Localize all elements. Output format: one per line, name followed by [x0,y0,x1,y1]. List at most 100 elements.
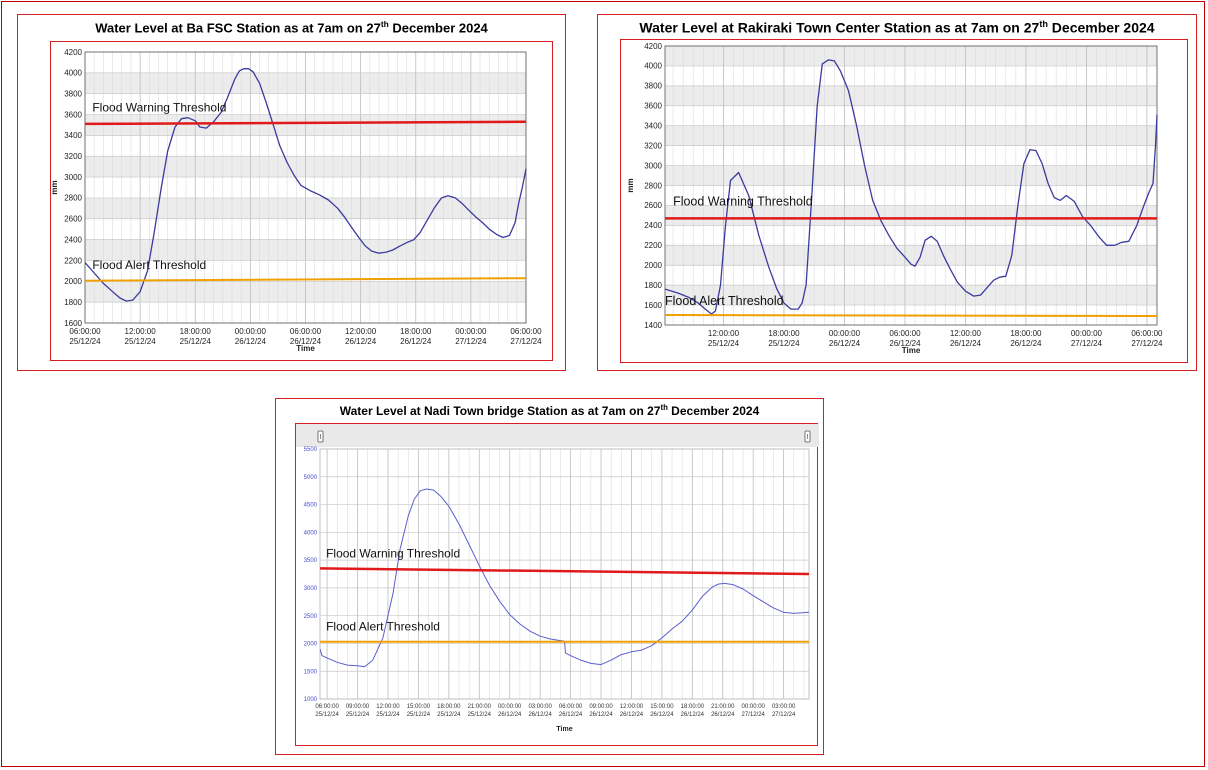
x-tick-label-time: 00:00:00 [455,327,487,336]
y-tick-label: 2600 [644,201,662,210]
line-chart-rakiraki: 1400 1600 1800 2000 2200 2400 2600 2800 3000 3200… [626,42,1163,355]
y-tick-label: 1600 [644,301,662,310]
y-tick-label: 2000 [644,261,662,270]
x-tick-label-time: 12:00:00 [620,704,644,710]
y-axis-label: mm [626,178,635,192]
x-tick-label-time: 03:00:00 [772,704,796,710]
title-superscript: th [1039,19,1048,29]
chart-panel-nadi: Water Level at Nadi Town bridge Station … [275,398,824,755]
flood-warning-threshold-line [320,567,810,576]
x-tick-label-date: 27/12/24 [455,337,487,346]
x-tick-label-time: 12:00:00 [345,327,377,336]
x-tick-label-time: 00:00:00 [498,704,522,710]
x-tick-label-date: 26/12/24 [889,339,921,348]
x-tick-label-time: 15:00:00 [650,704,674,710]
x-tick-label-time: 00:00:00 [1071,329,1103,338]
line-chart-nadi: 1000 1500 2000 2500 3000 3500 4000 4500 5000 5500… [296,424,819,733]
x-axis-label: Time [296,344,315,353]
x-tick-label-time: 15:00:00 [407,704,431,710]
y-tick-label: 5000 [304,475,318,481]
x-tick-label-date: 26/12/24 [681,712,705,718]
title-date: December 2024 [667,404,760,418]
x-tick-label-date: 25/12/24 [468,712,492,718]
y-tick-label: 2000 [304,642,318,648]
x-tick-label-time: 18:00:00 [437,704,461,710]
flood-alert-threshold-line [665,314,1158,317]
y-tick-label: 4500 [304,503,318,509]
y-tick-label: 1000 [304,697,318,703]
x-tick-label-date: 26/12/24 [528,712,552,718]
x-tick-label-time: 12:00:00 [950,329,982,338]
y-axis-label: mm [50,180,59,194]
y-tick-label: 1400 [644,321,662,330]
plot-area-border [84,51,527,324]
grid-band [665,46,1157,66]
y-tick-label: 3000 [304,586,318,592]
title-superscript: th [660,403,668,412]
title-superscript: th [380,19,389,29]
flood-alert-threshold-label: Flood Alert Threshold [326,620,440,634]
y-tick-label: 1600 [64,319,82,328]
x-tick-label-time: 09:00:00 [589,704,613,710]
x-tick-label-time: 06:00:00 [315,704,339,710]
x-tick-label-date: 26/12/24 [1010,339,1042,348]
x-tick-label-time: 18:00:00 [1010,329,1042,338]
y-tick-label: 3600 [644,102,662,111]
x-axis-label: Time [556,726,572,733]
x-tick-label-date: 25/12/24 [407,712,431,718]
plot-frame-nadi: 1000 1500 2000 2500 3000 3500 4000 4500 5000 5500… [295,423,819,746]
x-tick-label-date: 27/12/24 [510,337,542,346]
flood-alert-threshold-label: Flood Alert Threshold [665,294,784,308]
x-tick-label-time: 06:00:00 [69,327,101,336]
y-tick-label: 3600 [64,110,82,119]
x-tick-label-time: 03:00:00 [528,704,552,710]
x-tick-label-date: 27/12/24 [1131,339,1163,348]
x-tick-label-time: 06:00:00 [290,327,322,336]
y-tick-label: 2400 [64,235,82,244]
x-tick-label-date: 26/12/24 [829,339,861,348]
x-tick-label-time: 18:00:00 [681,704,705,710]
flood-warning-threshold-line [85,120,527,126]
grid-band [665,165,1157,186]
flood-warning-threshold-label: Flood Warning Threshold [326,546,460,560]
y-tick-label: 1500 [304,669,318,675]
x-tick-label-time: 18:00:00 [400,327,432,336]
y-tick-label: 4200 [644,42,662,51]
x-tick-label-date: 26/12/24 [559,712,583,718]
y-tick-label: 3400 [64,131,82,140]
x-tick-label-time: 06:00:00 [889,329,921,338]
x-tick-label-time: 12:00:00 [708,329,740,338]
water-level-series-line [665,59,1158,315]
x-tick-label-date: 26/12/24 [400,337,432,346]
x-tick-label-date: 25/12/24 [708,339,740,348]
flood-warning-threshold-label: Flood Warning Threshold [673,194,813,208]
range-handle-right[interactable] [804,430,811,443]
title-text: Water Level at Rakiraki Town Center Stat… [639,19,1040,36]
x-tick-label-date: 26/12/24 [650,712,674,718]
x-tick-label-date: 27/12/24 [772,712,796,718]
range-handle-left[interactable] [317,430,324,443]
grid-band [665,85,1157,106]
title-date: December 2024 [1047,19,1155,36]
y-tick-label: 4000 [304,530,318,536]
y-tick-label: 5500 [304,447,318,453]
line-chart-ba: 1600 1800 2000 2200 2400 2600 2800 3000 3200 3400… [50,48,542,353]
x-tick-label-date: 26/12/24 [235,337,267,346]
x-tick-label-time: 00:00:00 [742,704,766,710]
flood-alert-threshold-line [85,277,527,282]
x-tick-label-date: 25/12/24 [437,712,461,718]
x-tick-label-date: 25/12/24 [346,712,370,718]
y-tick-label: 3800 [64,89,82,98]
title-text: Water Level at Nadi Town bridge Station … [339,404,661,418]
title-text: Water Level at Ba FSC Station as at 7am … [95,20,381,36]
y-tick-label: 3200 [64,152,82,161]
grid-band [665,125,1157,146]
x-tick-label-date: 25/12/24 [768,339,800,348]
x-tick-label-date: 25/12/24 [315,712,339,718]
x-axis-label: Time [902,346,921,355]
grid-band [665,205,1157,226]
y-tick-label: 2200 [64,256,82,265]
x-tick-label-time: 21:00:00 [468,704,492,710]
plot-frame-rakiraki: 1400 1600 1800 2000 2200 2400 2600 2800 3000 3200… [620,39,1188,363]
